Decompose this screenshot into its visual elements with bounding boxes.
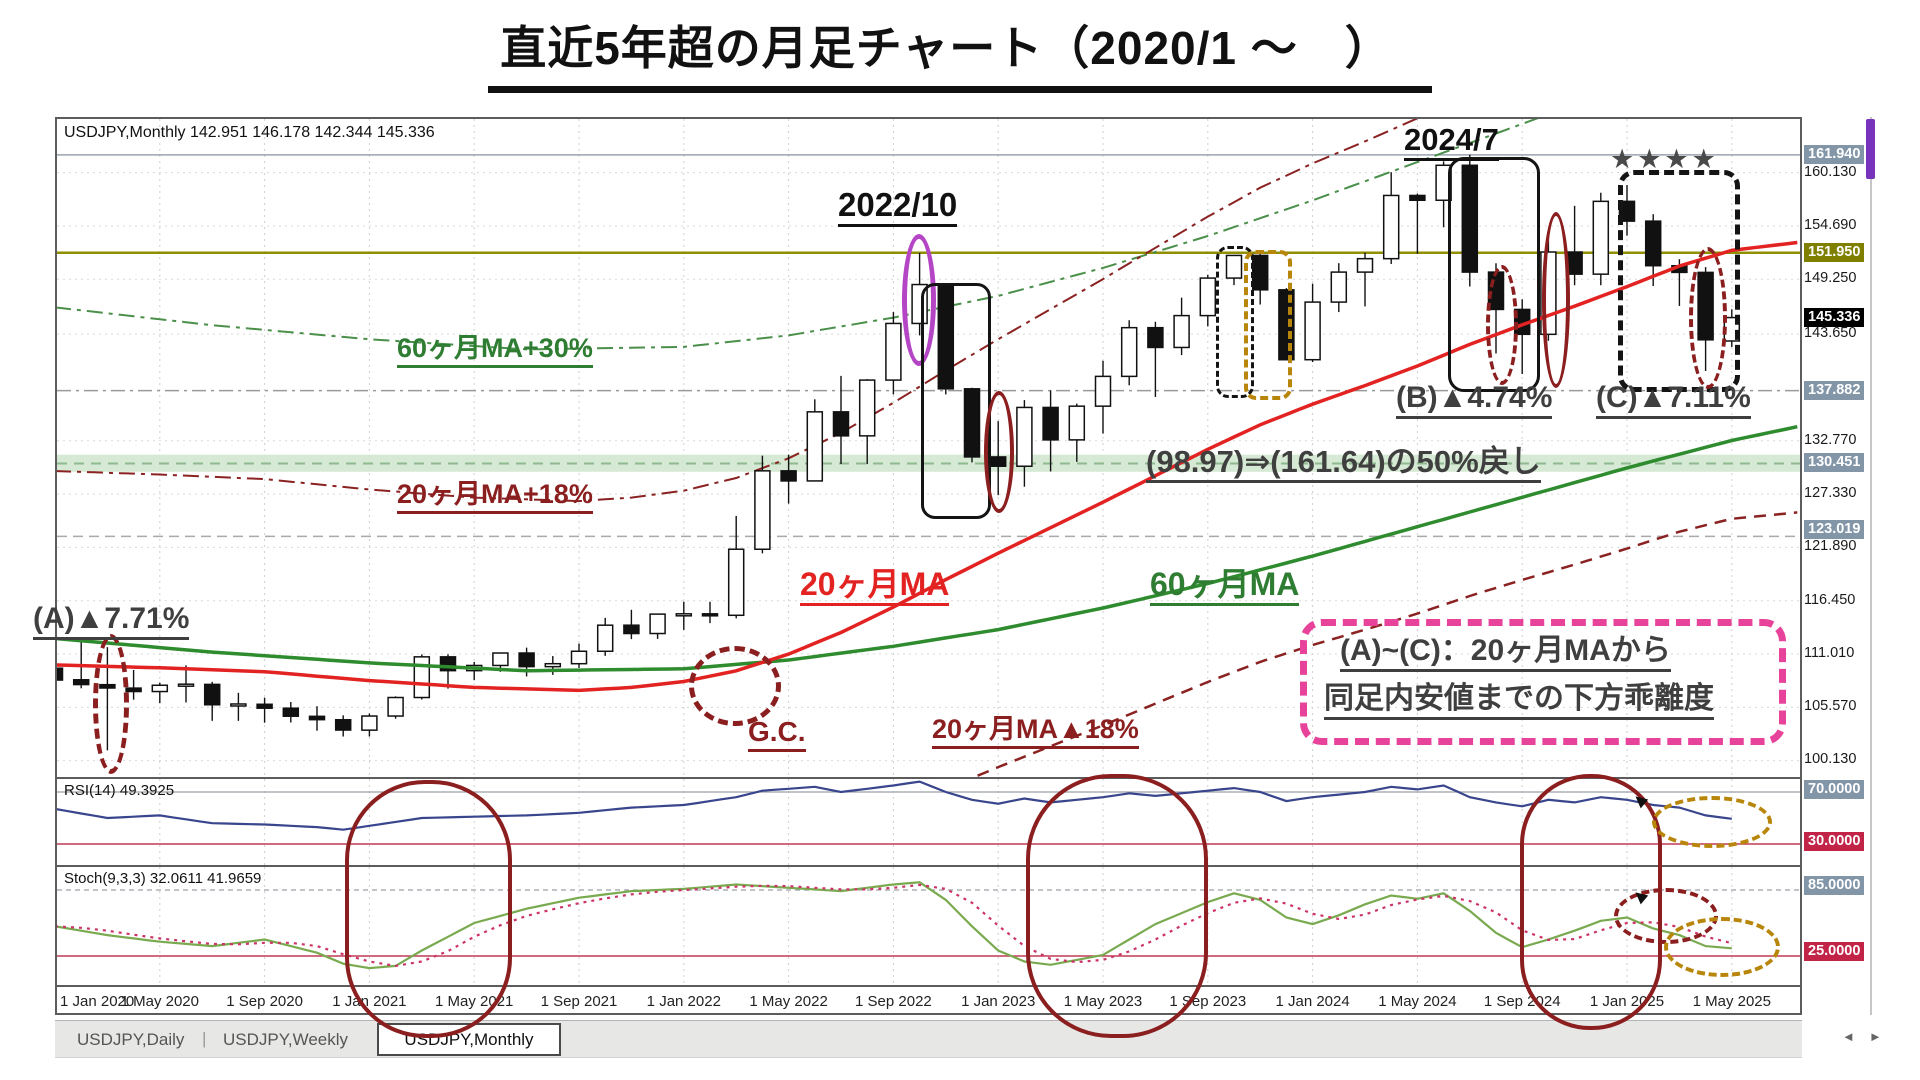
rect-indicator-zone-1 (345, 780, 512, 1038)
price-scale-label: 132.770 (1804, 432, 1857, 448)
price-scale[interactable]: 161.940 160.130 154.690 151.950 149.250 145.3… (1804, 117, 1868, 1015)
ellipse-jan-2023-low (984, 391, 1014, 513)
stars-rating: ★★★★ (1610, 144, 1719, 174)
ellipse-golden-cross (689, 646, 781, 726)
label-deviation-note-line1: (A)~(C)：20ヶ月MAから (1340, 636, 1671, 672)
tab-bar: USDJPY,Daily | USDJPY,Weekly USDJPY,Mont… (55, 1020, 1802, 1058)
stochastic-panel[interactable]: Stoch(9,3,3) 32.0611 41.9659 (57, 865, 1800, 985)
ellipse-2022-10-candle (902, 234, 936, 366)
price-scale-badge: 130.451 (1804, 453, 1865, 472)
date-tick-label: 1 Jan 2023 (961, 993, 1036, 1010)
label-ma20: 20ヶ月MA (800, 568, 950, 606)
tab-scroll-left-button[interactable]: ◄ (1842, 1029, 1855, 1044)
rect-oct-2023-test (1216, 246, 1254, 398)
label-fib-retrace: (98.97)⇒(161.64)の50%戻し (1146, 446, 1541, 483)
label-2022-10: 2022/10 (838, 188, 958, 227)
date-tick-label: 1 Sep 2020 (226, 993, 303, 1010)
date-tick-label: 1 Jan 2024 (1275, 993, 1350, 1010)
price-scale-badge: 161.940 (1804, 145, 1865, 164)
ellipse-rsi-recent (1652, 796, 1772, 848)
price-scale-badge: 145.336 (1804, 308, 1865, 327)
date-tick-label: 1 Jan 2022 (646, 993, 721, 1010)
rect-nov-2023-test (1244, 250, 1292, 400)
date-tick-label: 1 May 2025 (1692, 993, 1771, 1010)
price-scale-label: 116.450 (1804, 592, 1856, 608)
rsi-label: RSI(14) 49.3925 (64, 782, 175, 799)
tab-usdjpy-weekly[interactable]: USDJPY,Weekly (223, 1030, 349, 1049)
price-scale-badge: 30.0000 (1804, 832, 1865, 851)
tab-scroll-right-button[interactable]: ► (1868, 1029, 1882, 1044)
ellipse-stoch-recent-2 (1664, 917, 1780, 977)
tab-separator: | (202, 1029, 207, 1048)
price-scale-label: 127.330 (1804, 485, 1857, 501)
label-ma60: 60ヶ月MA (1150, 568, 1300, 606)
price-scale-label: 143.650 (1804, 325, 1857, 341)
price-scale-label: 111.010 (1804, 645, 1855, 661)
price-scale-label: 121.890 (1804, 538, 1857, 554)
label-2024-7: 2024/7 (1404, 124, 1499, 161)
ellipse-apr-2025-low (1689, 247, 1727, 389)
stochastic-label: Stoch(9,3,3) 32.0611 41.9659 (64, 870, 262, 887)
price-scale-label: 100.130 (1804, 751, 1857, 767)
ellipse-drop-a (93, 634, 129, 774)
ellipse-sep-2024-retest (1542, 212, 1570, 388)
label-ma20-envelope: 20ヶ月MA+18% (397, 481, 593, 514)
rect-2025-range (1618, 170, 1740, 392)
label-drop-a: (A)▲7.71% (33, 604, 190, 640)
price-scale-badge: 85.0000 (1804, 876, 1865, 895)
price-scale-badge: 151.950 (1804, 243, 1865, 262)
label-ma60-envelope: 60ヶ月MA+30% (397, 335, 593, 368)
date-tick-label: 1 May 2020 (120, 993, 199, 1010)
page-title-text: 直近5年超の月足チャート（2020/1 ～ ） (488, 12, 1432, 93)
date-tick-label: 1 May 2024 (1378, 993, 1457, 1010)
price-scale-badge: 25.0000 (1804, 942, 1865, 961)
price-scale-label: 149.250 (1804, 270, 1857, 286)
price-scale-badge: 137.882 (1804, 381, 1865, 400)
price-scale-label: 105.570 (1804, 698, 1857, 714)
label-drop-b: (B)▲4.74% (1396, 383, 1553, 419)
rect-deviation-note (1300, 619, 1786, 745)
date-tick-label: 1 May 2022 (749, 993, 828, 1010)
label-drop-c: (C)▲7.11% (1596, 383, 1751, 419)
price-scale-badge: 70.0000 (1804, 780, 1865, 799)
page-title: 直近5年超の月足チャート（2020/1 ～ ） (0, 12, 1920, 93)
scrollbar-thumb[interactable] (1866, 119, 1875, 179)
ohlc-header: USDJPY,Monthly 142.951 146.178 142.344 1… (64, 124, 435, 141)
rect-indicator-zone-2 (1026, 774, 1208, 1038)
ellipse-aug-2024-low (1486, 265, 1518, 385)
label-ma20-lower-envelope: 20ヶ月MA▲18% (932, 716, 1139, 749)
price-scale-label: 154.690 (1804, 217, 1857, 233)
date-tick-label: 1 Sep 2022 (855, 993, 932, 1010)
date-tick-label: 1 Sep 2021 (540, 993, 618, 1010)
scrollbar-track[interactable] (1870, 117, 1872, 1015)
tab-scroll-buttons: ◄ ► (1842, 1029, 1896, 1044)
price-scale-label: 160.130 (1804, 164, 1857, 180)
label-golden-cross: G.C. (748, 718, 806, 752)
price-scale-badge: 123.019 (1804, 520, 1865, 539)
rect-nov-dec-2022-drop (921, 283, 991, 519)
label-deviation-note-line2: 同足内安値までの下方乖離度 (1324, 684, 1714, 720)
tab-usdjpy-daily[interactable]: USDJPY,Daily (77, 1030, 185, 1049)
date-tick-label: 1 Jan 2020 (60, 993, 135, 1010)
